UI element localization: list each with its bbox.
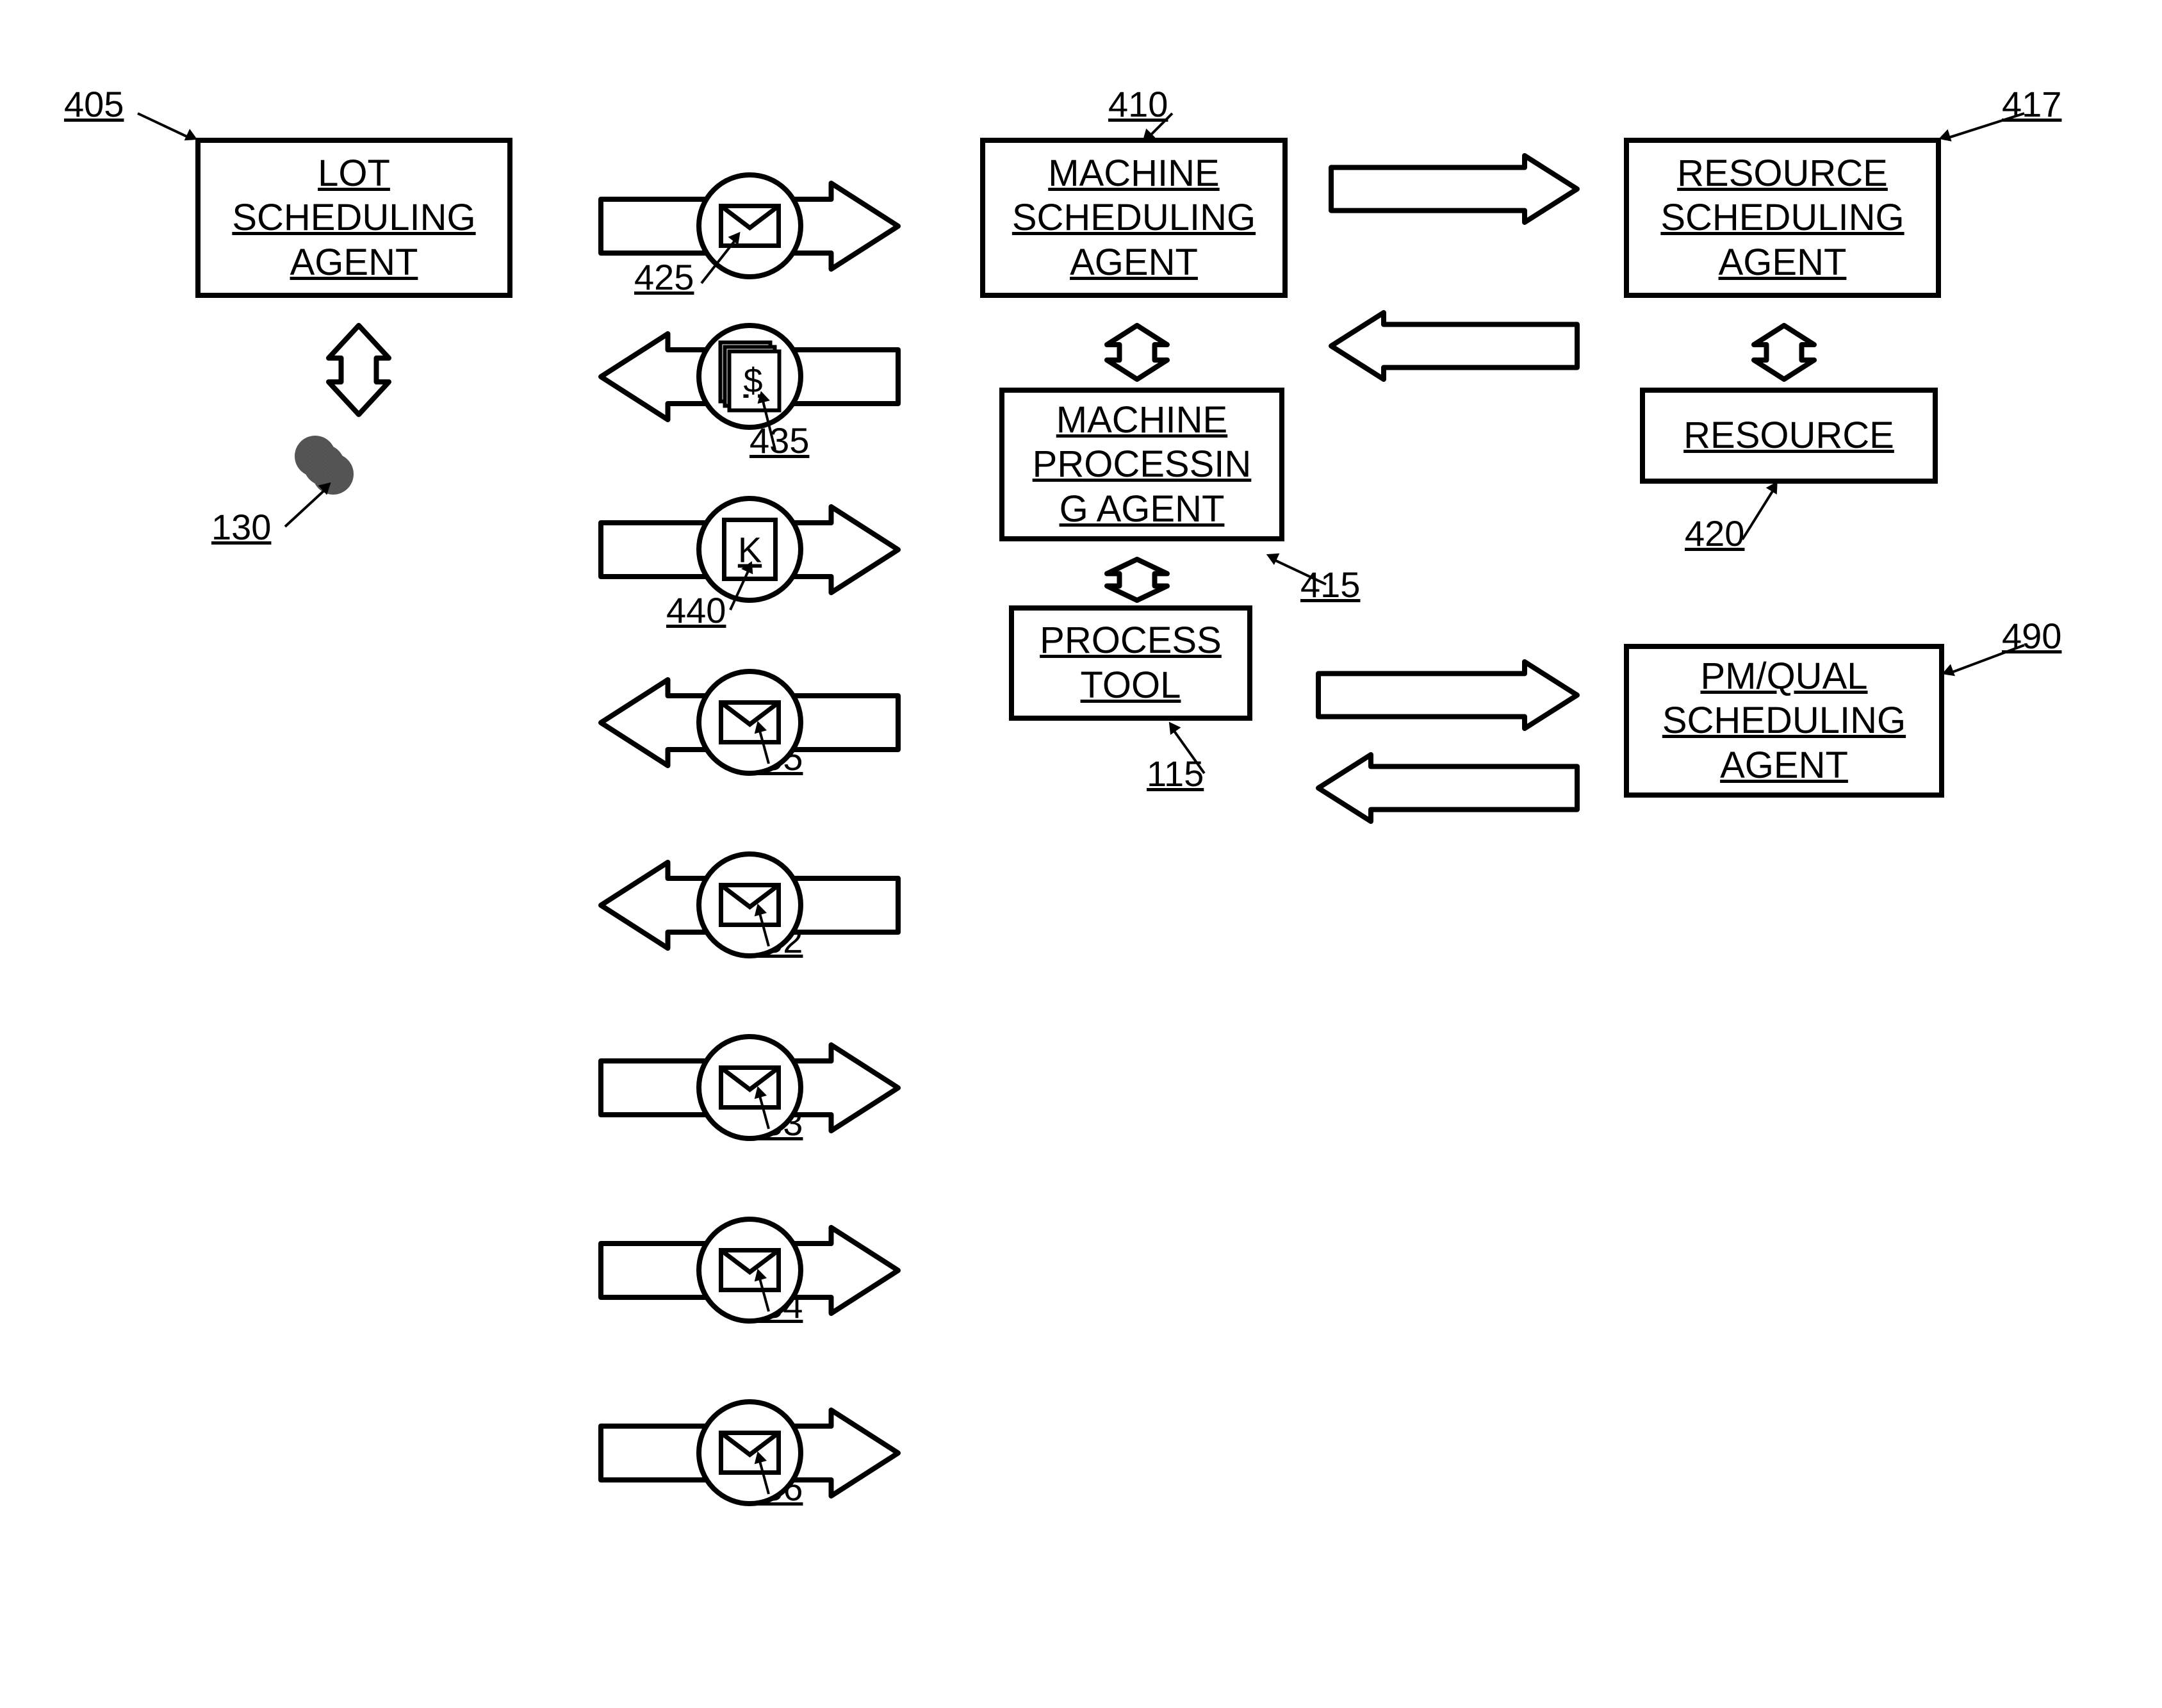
- msa-box: MACHINE SCHEDULING AGENT: [980, 138, 1288, 298]
- arrow-pt-pm-r: [1313, 657, 1582, 734]
- pmqual-box: PM/QUAL SCHEDULING AGENT: [1624, 644, 1944, 798]
- rsa-label: RESOURCE SCHEDULING AGENT: [1660, 151, 1904, 285]
- a484-oval: [694, 1214, 806, 1326]
- a483-oval: [694, 1031, 806, 1144]
- ref-420: 420: [1685, 513, 1744, 554]
- mpa-box: MACHINE PROCESSIN G AGENT: [999, 388, 1284, 541]
- a486-oval: [694, 1397, 806, 1509]
- rsa-box: RESOURCE SCHEDULING AGENT: [1624, 138, 1941, 298]
- res-box: RESOURCE: [1640, 388, 1938, 484]
- arrow-msa-rsa-r: [1326, 151, 1582, 227]
- lot-label: LOT SCHEDULING AGENT: [232, 151, 475, 285]
- ptool-box: PROCESS TOOL: [1009, 605, 1252, 721]
- biarrow-lot-dots: [323, 320, 394, 420]
- arrow-rsa-msa-l: [1326, 308, 1582, 384]
- a435-oval: $: [694, 320, 806, 432]
- a482-oval: [694, 849, 806, 961]
- biarrow-rsa-res: [1749, 320, 1819, 384]
- a455-oval: [694, 666, 806, 778]
- ref-130: 130: [211, 506, 271, 548]
- biarrow-msa-mpa: [1102, 320, 1172, 384]
- res-label: RESOURCE: [1683, 413, 1894, 458]
- ref-410: 410: [1108, 83, 1168, 125]
- a425-oval: [694, 170, 806, 282]
- ptool-label: PROCESS TOOL: [1040, 618, 1222, 707]
- msa-label: MACHINE SCHEDULING AGENT: [1012, 151, 1256, 285]
- lot-box: LOT SCHEDULING AGENT: [195, 138, 512, 298]
- mpa-label: MACHINE PROCESSIN G AGENT: [1033, 398, 1252, 532]
- a440-oval: K: [694, 493, 806, 605]
- biarrow-mpa-pt: [1102, 554, 1172, 605]
- ref-415: 415: [1300, 564, 1360, 605]
- ref-405: 405: [64, 83, 124, 125]
- arrow-pm-pt-l: [1313, 750, 1582, 826]
- pmqual-label: PM/QUAL SCHEDULING AGENT: [1662, 654, 1906, 788]
